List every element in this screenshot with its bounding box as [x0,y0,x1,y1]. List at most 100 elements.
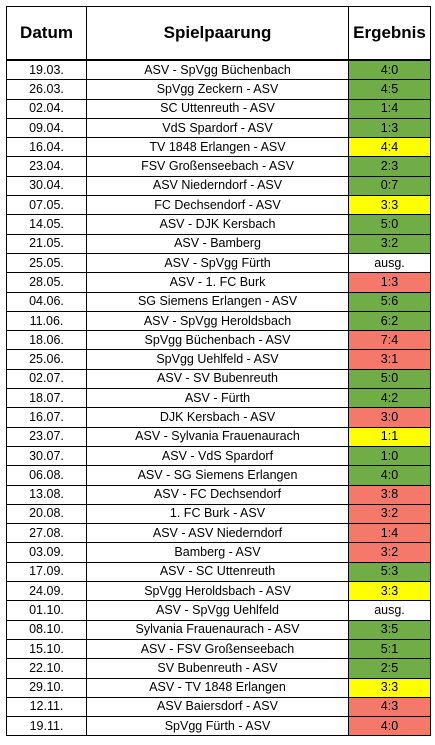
table-row: 26.03. SpVgg Zeckern - ASV 4:5 [6,79,431,100]
match-cell: ASV - Sylvania Frauenaurach [86,426,349,447]
match-cell: SG Siemens Erlangen - ASV [86,291,349,312]
result-cell: 5:0 [348,368,431,390]
date-cell: 02.07. [6,368,87,390]
result-cell: 4:0 [348,716,431,737]
date-cell: 18.06. [6,330,87,351]
match-cell: SpVgg Heroldsbach - ASV [86,581,349,602]
table-row: 18.06. SpVgg Büchenbach - ASV 7:4 [6,330,431,351]
match-cell: SC Uttenreuth - ASV [86,98,349,119]
match-cell: ASV - FC Dechsendorf [86,484,349,505]
result-cell: 3:2 [348,233,431,254]
match-cell: ASV - FSV Großenseebach [86,638,349,660]
match-cell: ASV - SpVgg Uehlfeld [86,600,349,621]
date-cell: 29.10. [6,677,87,698]
table-row: 25.05. ASV - SpVgg Fürth ausg. [6,252,431,274]
match-cell: ASV - SpVgg Heroldsbach [86,310,349,332]
result-cell: 4:2 [348,388,431,409]
match-cell: ASV - Bamberg [86,233,349,254]
table-row: 23.07. ASV - Sylvania Frauenaurach 1:1 [6,426,431,447]
result-cell: 3:2 [348,503,431,525]
result-cell: 5:3 [348,561,431,583]
date-cell: 09.04. [6,117,87,139]
match-cell: SV Bubenreuth - ASV [86,658,349,679]
table-row: 21.05. ASV - Bamberg 3:2 [6,233,431,254]
result-cell: 3:3 [348,677,431,698]
match-cell: ASV - SpVgg Büchenbach [86,59,349,81]
match-cell: ASV - SV Bubenreuth [86,368,349,390]
result-cell: 5:0 [348,214,431,235]
date-cell: 03.09. [6,542,87,563]
date-cell: 23.04. [6,156,87,177]
date-cell: 13.08. [6,484,87,505]
match-cell: Sylvania Frauenaurach - ASV [86,619,349,640]
match-cell: ASV - TV 1848 Erlangen [86,677,349,698]
result-cell: 6:2 [348,310,431,332]
result-cell: 3:5 [348,619,431,640]
result-cell: 4:0 [348,59,431,81]
date-cell: 06.08. [6,465,87,486]
match-cell: ASV - DJK Kersbach [86,214,349,235]
table-row: 01.10. ASV - SpVgg Uehlfeld ausg. [6,600,431,621]
date-cell: 23.07. [6,426,87,447]
table-row: 28.05. ASV - 1. FC Burk 1:3 [6,272,431,293]
table-row: 02.04. SC Uttenreuth - ASV 1:4 [6,98,431,119]
result-cell: 3:3 [348,195,431,216]
table-row: 19.11. SpVgg Fürth - ASV 4:0 [6,716,431,737]
table-row: 04.06. SG Siemens Erlangen - ASV 5:6 [6,291,431,312]
match-cell: ASV - Fürth [86,388,349,409]
result-cell: 4:3 [348,696,431,718]
header-result: Ergebnis [348,6,431,61]
date-cell: 02.04. [6,98,87,119]
table-row: 29.10. ASV - TV 1848 Erlangen 3:3 [6,677,431,698]
result-cell: 1:0 [348,445,431,467]
match-cell: ASV - SC Uttenreuth [86,561,349,583]
table-row: 11.06. ASV - SpVgg Heroldsbach 6:2 [6,310,431,332]
match-cell: SpVgg Zeckern - ASV [86,79,349,100]
date-cell: 11.06. [6,310,87,332]
table-row: 25.06. SpVgg Uehlfeld - ASV 3:1 [6,349,431,370]
table-row: 16.07. DJK Kersbach - ASV 3:0 [6,407,431,428]
table-row: 12.11. ASV Baiersdorf - ASV 4:3 [6,696,431,718]
table-row: 27.08. ASV - ASV Niederndorf 1:4 [6,523,431,544]
date-cell: 25.06. [6,349,87,370]
result-cell: 2:5 [348,658,431,679]
table-row: 03.09. Bamberg - ASV 3:2 [6,542,431,563]
result-cell: 3:8 [348,484,431,505]
table-row: 22.10. SV Bubenreuth - ASV 2:5 [6,658,431,679]
result-cell: 4:4 [348,137,431,158]
result-cell: 5:6 [348,291,431,312]
date-cell: 18.07. [6,388,87,409]
result-cell: 1:3 [348,272,431,293]
result-cell: ausg. [348,600,431,621]
table-row: 09.04. VdS Spardorf - ASV 1:3 [6,117,431,139]
result-cell: 1:1 [348,426,431,447]
table-row: 30.04. ASV Niederndorf - ASV 0:7 [6,175,431,197]
match-cell: FSV Großenseebach - ASV [86,156,349,177]
date-cell: 17.09. [6,561,87,583]
table-row: 19.03. ASV - SpVgg Büchenbach 4:0 [6,59,431,81]
match-cell: SpVgg Fürth - ASV [86,716,349,737]
result-cell: 3:1 [348,349,431,370]
result-cell: 4:5 [348,79,431,100]
match-cell: ASV Baiersdorf - ASV [86,696,349,718]
result-cell: 1:4 [348,98,431,119]
date-cell: 08.10. [6,619,87,640]
results-body: 19.03. ASV - SpVgg Büchenbach 4:0 26.03. SpV… [6,59,431,737]
table-row: 15.10. ASV - FSV Großenseebach 5:1 [6,638,431,660]
result-cell: 0:7 [348,175,431,197]
match-cell: FC Dechsendorf - ASV [86,195,349,216]
result-cell: 2:3 [348,156,431,177]
date-cell: 22.10. [6,658,87,679]
result-cell: 7:4 [348,330,431,351]
header-match: Spielpaarung [86,6,349,61]
table-row: 20.08. 1. FC Burk - ASV 3:2 [6,503,431,525]
table-row: 16.04. TV 1848 Erlangen - ASV 4:4 [6,137,431,158]
match-cell: TV 1848 Erlangen - ASV [86,137,349,158]
results-table: Datum Spielpaarung Ergebnis 19.03. ASV - … [6,6,431,737]
date-cell: 21.05. [6,233,87,254]
date-cell: 27.08. [6,523,87,544]
result-cell: 3:3 [348,581,431,602]
date-cell: 15.10. [6,638,87,660]
date-cell: 16.07. [6,407,87,428]
date-cell: 28.05. [6,272,87,293]
